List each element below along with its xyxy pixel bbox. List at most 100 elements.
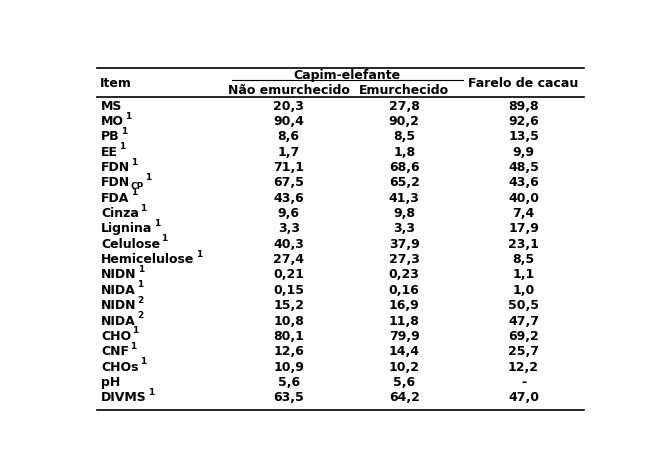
Text: 27,4: 27,4 [273,253,304,266]
Text: 12,2: 12,2 [508,360,539,374]
Text: 89,8: 89,8 [508,100,539,113]
Text: CNF: CNF [101,345,129,358]
Text: 25,7: 25,7 [508,345,539,358]
Text: FDN: FDN [101,176,130,189]
Text: 8,6: 8,6 [278,130,300,143]
Text: 11,8: 11,8 [389,315,420,327]
Text: 9,8: 9,8 [393,207,415,220]
Text: 1: 1 [125,112,132,121]
Text: 67,5: 67,5 [273,176,304,189]
Text: Lignina: Lignina [101,222,153,236]
Text: 1: 1 [140,204,146,213]
Text: 63,5: 63,5 [273,391,304,404]
Text: 1: 1 [140,357,146,366]
Text: 40,3: 40,3 [273,238,304,251]
Text: 1: 1 [131,158,138,166]
Text: 80,1: 80,1 [273,330,304,343]
Text: 13,5: 13,5 [508,130,539,143]
Text: 14,4: 14,4 [388,345,420,358]
Text: FDN: FDN [101,161,130,174]
Text: 92,6: 92,6 [508,115,539,128]
Text: 50,5: 50,5 [508,299,539,312]
Text: 8,5: 8,5 [512,253,534,266]
Text: 1: 1 [145,173,151,182]
Text: 1,0: 1,0 [512,284,534,297]
Text: 5,6: 5,6 [393,376,415,389]
Text: PB: PB [101,130,120,143]
Text: 1: 1 [161,234,168,244]
Text: 16,9: 16,9 [389,299,420,312]
Text: 64,2: 64,2 [389,391,420,404]
Text: 27,8: 27,8 [389,100,420,113]
Text: 9,9: 9,9 [512,146,534,158]
Text: 40,0: 40,0 [508,192,539,205]
Text: FDA: FDA [101,192,130,205]
Text: Item: Item [100,77,132,89]
Text: 7,4: 7,4 [512,207,534,220]
Text: 1: 1 [137,280,143,289]
Text: 90,4: 90,4 [273,115,304,128]
Text: 41,3: 41,3 [389,192,420,205]
Text: 9,6: 9,6 [278,207,300,220]
Text: 37,9: 37,9 [389,238,420,251]
Text: MO: MO [101,115,124,128]
Text: CHO: CHO [101,330,131,343]
Text: 27,3: 27,3 [389,253,420,266]
Text: 43,6: 43,6 [273,192,304,205]
Text: Farelo de cacau: Farelo de cacau [468,77,578,89]
Text: 1: 1 [148,388,154,397]
Text: 1,1: 1,1 [512,269,534,281]
Text: 1: 1 [196,250,202,259]
Text: DIVMS: DIVMS [101,391,147,404]
Text: 5,6: 5,6 [278,376,300,389]
Text: 1: 1 [153,219,160,228]
Text: 10,8: 10,8 [273,315,304,327]
Text: 68,6: 68,6 [389,161,420,174]
Text: 1: 1 [130,342,136,351]
Text: 71,1: 71,1 [273,161,304,174]
Text: 10,9: 10,9 [273,360,304,374]
Text: MS: MS [101,100,122,113]
Text: 0,15: 0,15 [273,284,304,297]
Text: 79,9: 79,9 [389,330,420,343]
Text: Celulose: Celulose [101,238,160,251]
Text: 69,2: 69,2 [508,330,539,343]
Text: 2: 2 [137,311,143,320]
Text: Emurchecido: Emurchecido [359,84,449,97]
Text: CP: CP [131,182,144,191]
Text: 10,2: 10,2 [388,360,420,374]
Text: 0,16: 0,16 [389,284,420,297]
Text: CHOs: CHOs [101,360,139,374]
Text: Hemicelulose: Hemicelulose [101,253,195,266]
Text: 1: 1 [121,127,127,136]
Text: 1: 1 [119,142,125,151]
Text: 1,7: 1,7 [278,146,300,158]
Text: 47,0: 47,0 [508,391,539,404]
Text: 3,3: 3,3 [393,222,415,236]
Text: -: - [521,376,526,389]
Text: 1,8: 1,8 [393,146,415,158]
Text: 12,6: 12,6 [273,345,304,358]
Text: 65,2: 65,2 [389,176,420,189]
Text: NIDN: NIDN [101,299,137,312]
Text: 1: 1 [130,188,137,197]
Text: 90,2: 90,2 [389,115,420,128]
Text: NIDA: NIDA [101,284,136,297]
Text: 1: 1 [132,326,139,335]
Text: 3,3: 3,3 [278,222,300,236]
Text: EE: EE [101,146,118,158]
Text: 1: 1 [138,265,144,274]
Text: Capim-elefante: Capim-elefante [293,69,401,82]
Text: 43,6: 43,6 [508,176,539,189]
Text: NIDA: NIDA [101,315,136,327]
Text: Cinza: Cinza [101,207,139,220]
Text: 0,23: 0,23 [389,269,420,281]
Text: Não emurchecido: Não emurchecido [228,84,350,97]
Text: 48,5: 48,5 [508,161,539,174]
Text: 23,1: 23,1 [508,238,539,251]
Text: 2: 2 [138,296,144,305]
Text: 15,2: 15,2 [273,299,304,312]
Text: pH: pH [101,376,121,389]
Text: 20,3: 20,3 [273,100,304,113]
Text: 8,5: 8,5 [393,130,415,143]
